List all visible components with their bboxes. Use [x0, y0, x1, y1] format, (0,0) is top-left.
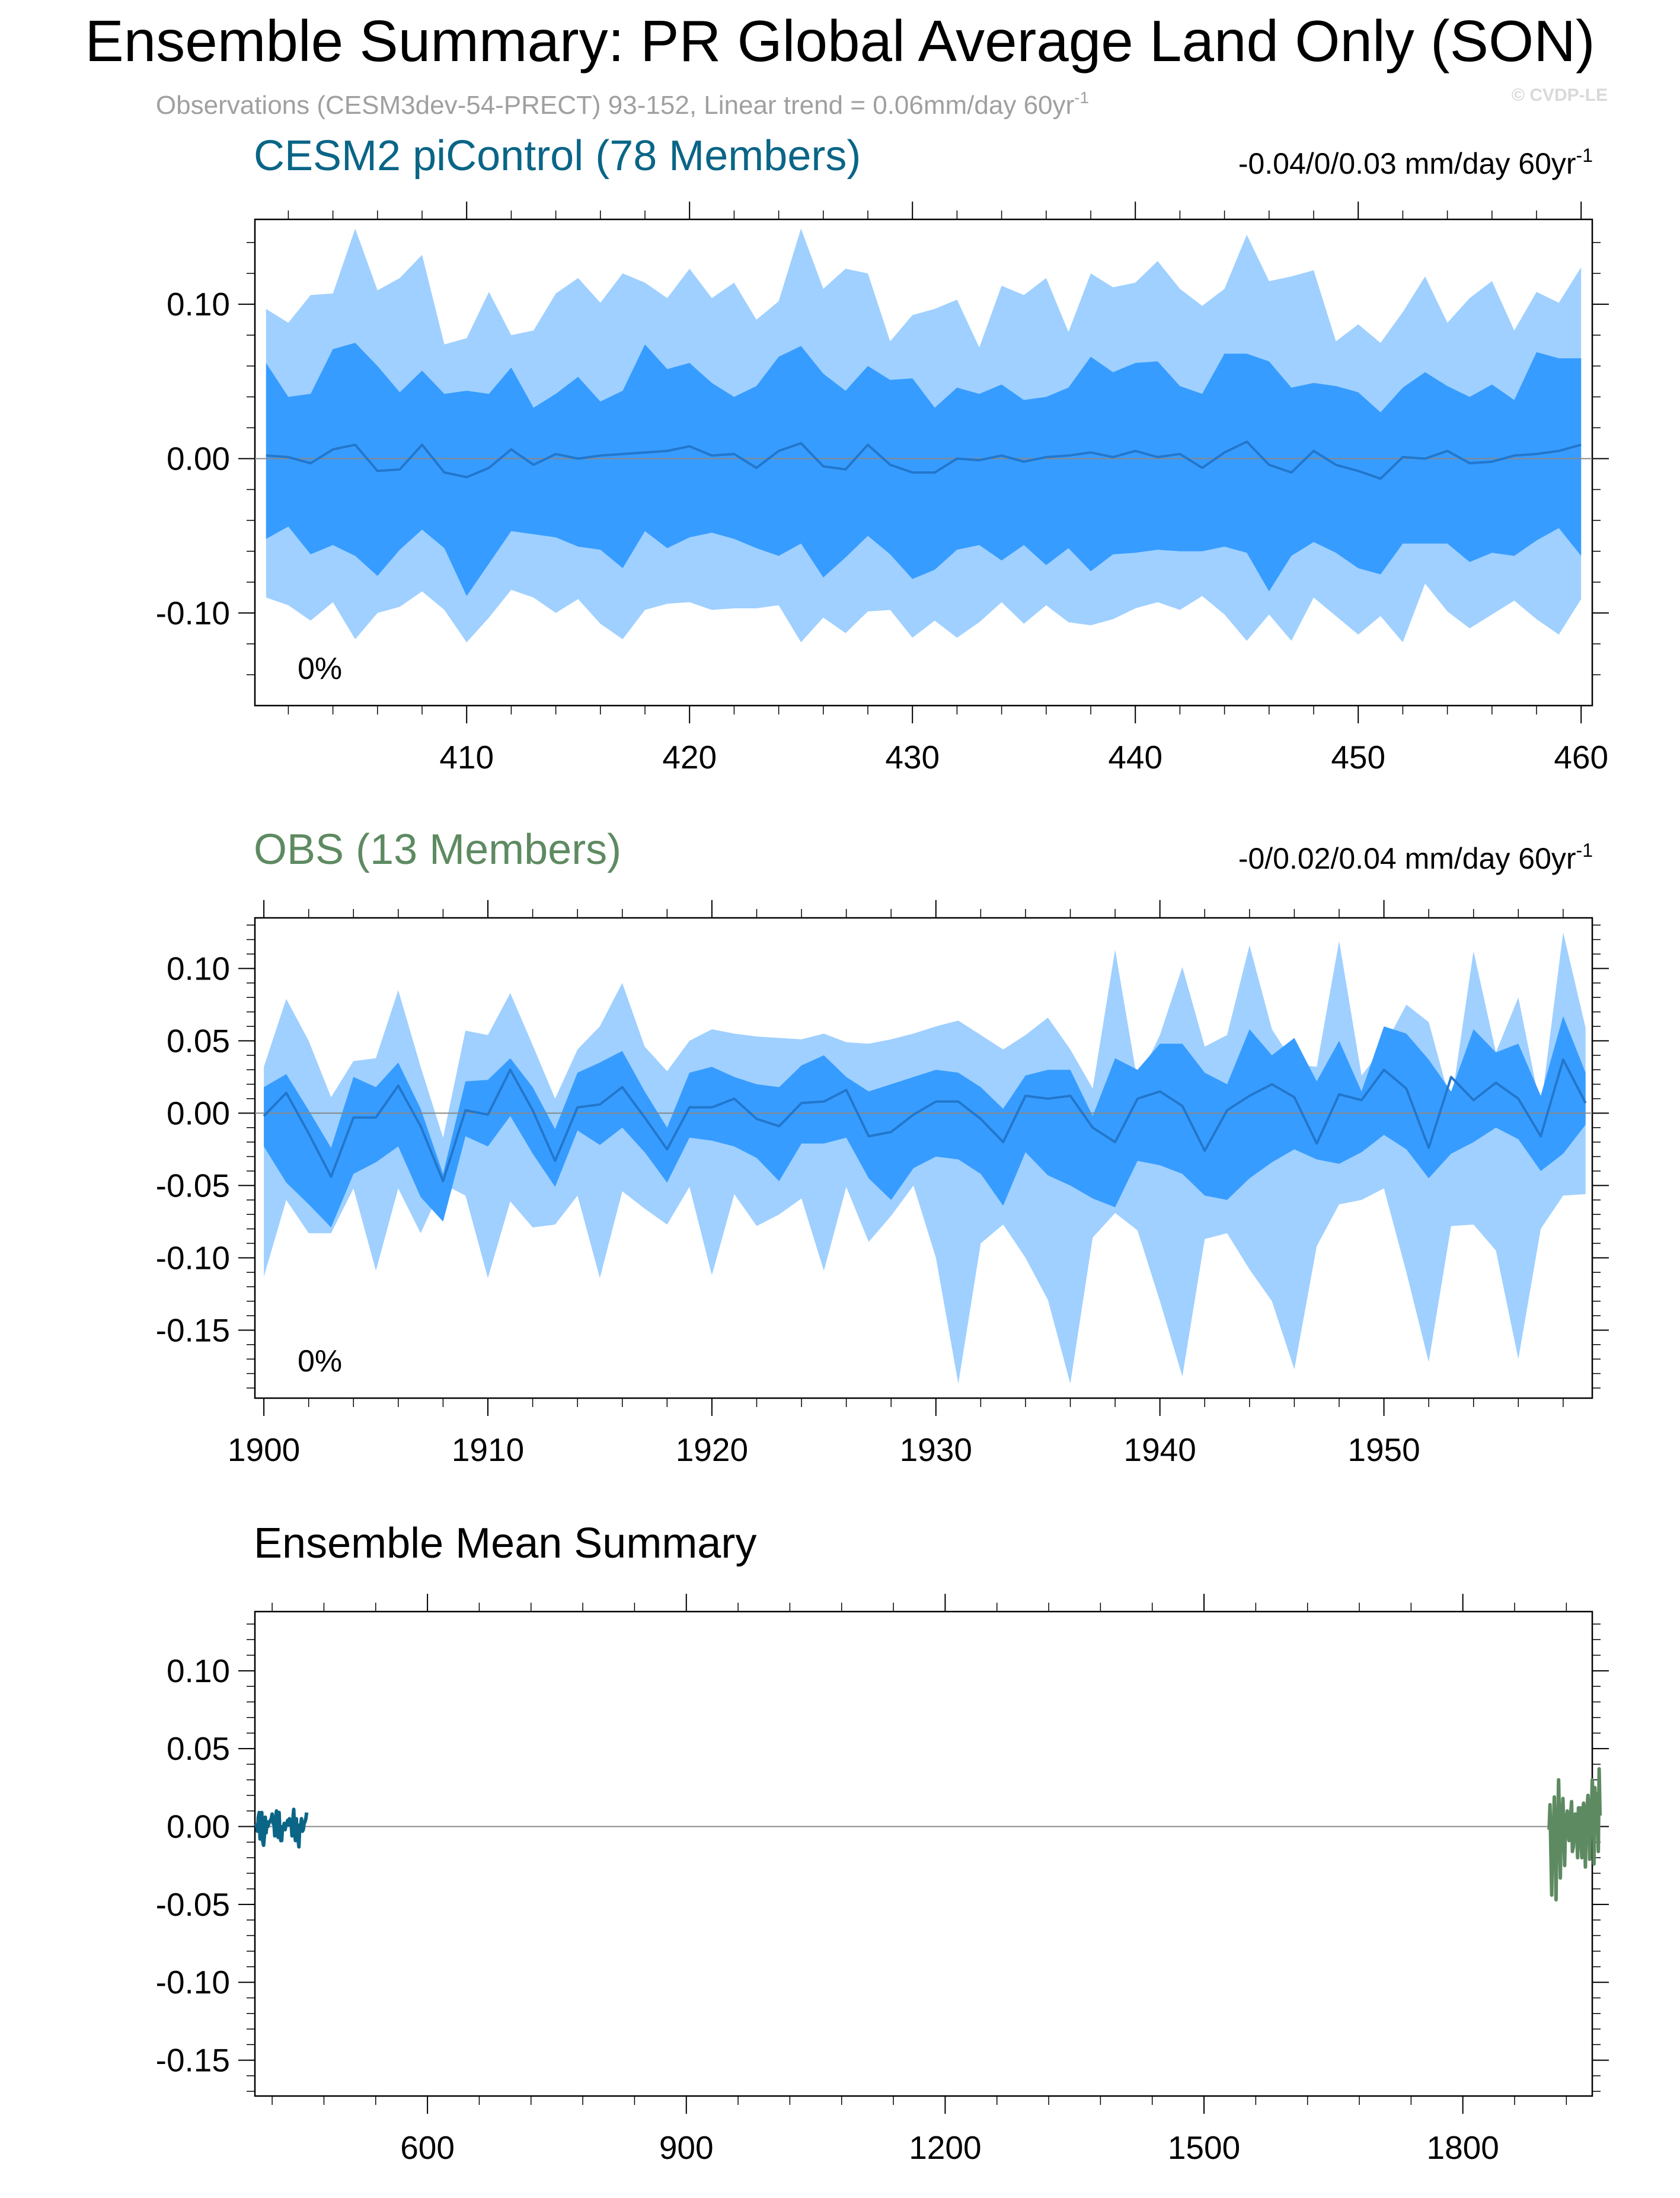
summary-xtick-label: 1800 [1426, 2129, 1499, 2166]
obs-plot-frame [254, 917, 1593, 1399]
summary-ytick-label: -0.10 [156, 1964, 230, 2001]
cesm-trend-superscript: -1 [1576, 145, 1593, 166]
summary-ytick-label: 0.00 [167, 1808, 230, 1845]
obs-xtick-label: 1950 [1347, 1431, 1420, 1468]
cesm-ytick-label: -0.10 [156, 595, 230, 631]
panel-cesm-title: CESM2 piControl (78 Members) [254, 132, 861, 180]
obs-ytick-label: -0.10 [156, 1239, 230, 1276]
panel-obs-title: OBS (13 Members) [254, 826, 621, 873]
cesm-ensemble-mean-line [266, 440, 1582, 480]
summary-plot-frame [254, 1610, 1593, 2097]
figure-subtitle: Observations (CESM3dev-54-PRECT) 93-152,… [156, 88, 1089, 120]
obs-xtick-label: 1930 [900, 1431, 972, 1468]
cesm-xtick-label: 450 [1331, 739, 1385, 776]
summary-obs-mean-line [1547, 1767, 1602, 1902]
obs-xtick-label: 1920 [676, 1431, 748, 1468]
summary-xtick-label: 1200 [909, 2129, 981, 2166]
cesm-xtick-label: 440 [1108, 739, 1162, 776]
watermark: © CVDP-LE [1512, 85, 1608, 105]
panel-cesm-trend: -0.04/0/0.03 mm/day 60yr-1 [1238, 145, 1593, 180]
summary-cesm-mean-line [254, 1807, 309, 1849]
ensemble-mean-summary-panel: 0.10 0.05 0.00 -0.05 -0.10 -0.15 600 900 1200 150… [156, 1594, 1609, 2166]
obs-trend-superscript: -1 [1576, 840, 1593, 861]
obs-percent-label: 0% [298, 1344, 342, 1379]
cesm-xtick-label: 410 [439, 739, 494, 776]
cesm-xtick-label: 460 [1554, 739, 1608, 776]
obs-inner-band [264, 1016, 1586, 1228]
cesm-xtick-label: 430 [885, 739, 940, 776]
panel-summary-title: Ensemble Mean Summary [254, 1520, 756, 1567]
cesm-ytick-label: 0.00 [167, 440, 230, 477]
summary-ytick-label: -0.15 [156, 2042, 230, 2079]
cesm-inner-band [266, 343, 1582, 596]
obs-ytick-label: -0.15 [156, 1312, 230, 1348]
subtitle-text: Observations (CESM3dev-54-PRECT) 93-152,… [156, 91, 1074, 120]
cesm-percent-label: 0% [298, 652, 342, 686]
obs-ensemble-mean-line [263, 1058, 1587, 1182]
cesm-plot-frame [254, 218, 1593, 707]
obs-xtick-label: 1940 [1123, 1431, 1196, 1468]
obs-xtick-label: 1910 [452, 1431, 524, 1468]
obs-ytick-label: 0.00 [167, 1095, 230, 1131]
cesm-trend-text: -0.04/0/0.03 mm/day 60yr [1238, 147, 1576, 180]
panel-obs-trend: -0/0.02/0.04 mm/day 60yr-1 [1238, 840, 1593, 875]
summary-xtick-label: 900 [659, 2129, 714, 2166]
summary-xtick-label: 1500 [1168, 2129, 1240, 2166]
cesm-xtick-label: 420 [662, 739, 717, 776]
summary-xtick-label: 600 [400, 2129, 455, 2166]
obs-ytick-label: -0.05 [156, 1167, 230, 1204]
figure-title: Ensemble Summary: PR Global Average Land… [85, 8, 1595, 74]
obs-trend-text: -0/0.02/0.04 mm/day 60yr [1238, 842, 1576, 875]
cesm-ensemble-panel: 0.10 0.00 -0.10 410 420 430 440 450 460 0% [156, 202, 1609, 776]
obs-ensemble-panel: 0.10 0.05 0.00 -0.05 -0.10 -0.15 1900 1910 1920 1… [156, 900, 1609, 1468]
obs-ytick-label: 0.10 [167, 950, 230, 987]
summary-ytick-label: -0.05 [156, 1886, 230, 1923]
summary-ytick-label: 0.05 [167, 1730, 230, 1767]
obs-xtick-label: 1900 [228, 1431, 300, 1468]
summary-ytick-label: 0.10 [167, 1653, 230, 1689]
obs-ytick-label: 0.05 [167, 1022, 230, 1059]
cesm-ytick-label: 0.10 [167, 286, 230, 323]
subtitle-superscript: -1 [1074, 88, 1089, 107]
